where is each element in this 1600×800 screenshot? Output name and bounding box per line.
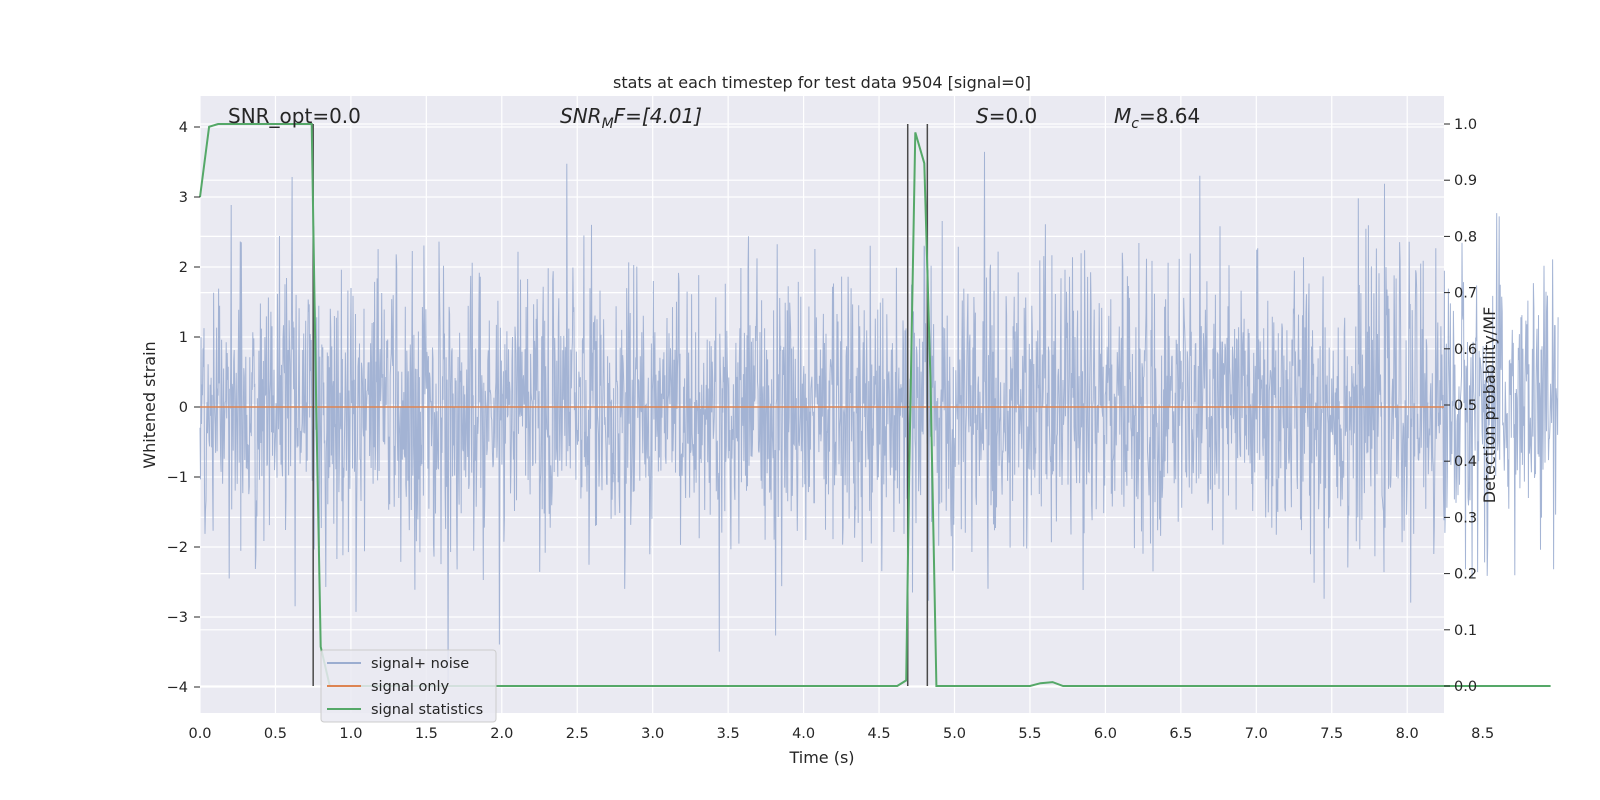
left-y-tick-label: −3 [167,610,188,626]
right-y-tick-label: 0.6 [1454,342,1477,358]
x-axis-ticks: 0.0 0.5 1.0 1.5 2.0 2.5 3.0 3.5 4.0 4.5 5.0 5.5 6.0 6… [188,726,1494,742]
mc-base: M [1114,104,1131,128]
left-y-axis-ticks: 4 3 2 1 0 −1 −2 −3 −4 [167,120,200,696]
right-y-axis-label: Detection probability/MF [1480,307,1499,504]
left-y-tick-label: 3 [179,190,188,206]
snr-mf-sub: M [602,116,614,132]
right-y-axis-ticks: 1.0 0.9 0.8 0.7 0.6 0.5 0.4 0.3 0.2 0.1 0.0 [1444,117,1477,695]
right-y-tick-label: 0.2 [1454,567,1477,583]
annotation-s: S=0.0 [976,104,1037,128]
left-y-tick-label: 2 [179,260,188,276]
right-y-tick-label: 0.7 [1454,286,1477,302]
x-tick-label: 7.5 [1320,726,1343,742]
right-y-tick-label: 0.3 [1454,510,1477,526]
x-tick-label: 6.0 [1094,726,1117,742]
left-y-axis-label: Whitened strain [140,341,159,468]
left-y-tick-label: 4 [179,120,188,136]
legend: signal+ noise signal only signal statist… [320,649,497,723]
snr-mf-base: SNR [560,104,602,128]
x-tick-label: 2.0 [490,726,513,742]
signal-noise-series [199,151,1559,688]
left-y-tick-label: 0 [179,400,188,416]
x-tick-label: 5.0 [943,726,966,742]
left-y-tick-label: −4 [167,680,188,696]
legend-label-signal-only: signal only [371,679,450,695]
x-tick-label: 1.0 [339,726,362,742]
snr-mf-rest: F=[4.01] [614,104,702,128]
right-y-tick-label: 0.1 [1454,623,1477,639]
right-y-tick-label: 0.8 [1454,229,1477,245]
x-tick-label: 8.0 [1396,726,1419,742]
right-y-tick-label: 0.9 [1454,173,1477,189]
legend-box [320,649,497,723]
x-tick-label: 4.0 [792,726,815,742]
s-rest: =0.0 [989,104,1038,128]
x-tick-label: 7.0 [1245,726,1268,742]
signal-noise-waveform [199,151,1559,688]
x-tick-label: 0.5 [264,726,287,742]
left-y-tick-label: 1 [179,330,188,346]
annotation-snr-opt: SNR_opt=0.0 [228,104,361,128]
left-y-tick-label: −1 [167,470,188,486]
annotation-mc: Mc=8.64 [1114,104,1200,132]
x-tick-label: 3.5 [717,726,740,742]
legend-label-signal-statistics: signal statistics [371,702,483,718]
mc-rest: =8.64 [1139,104,1200,128]
x-tick-label: 1.5 [415,726,438,742]
x-tick-label: 0.0 [188,726,211,742]
x-tick-label: 5.5 [1018,726,1041,742]
x-tick-label: 2.5 [566,726,589,742]
legend-label-signal-noise: signal+ noise [371,656,469,672]
x-tick-label: 8.5 [1471,726,1494,742]
annotation-snr-mf: SNRMF=[4.01] [560,104,702,132]
left-y-tick-label: −2 [167,540,188,556]
right-y-tick-label: 0.0 [1454,679,1477,695]
right-y-tick-label: 0.5 [1454,398,1477,414]
right-y-tick-label: 0.4 [1454,454,1477,470]
x-tick-label: 4.5 [868,726,891,742]
chart-title: stats at each timestep for test data 950… [613,73,1031,92]
x-tick-label: 3.0 [641,726,664,742]
x-axis-label: Time (s) [788,748,854,767]
signal-statistics-series [199,123,1551,687]
x-tick-label: 6.5 [1169,726,1192,742]
right-y-tick-label: 1.0 [1454,117,1477,133]
mc-sub: c [1131,116,1139,132]
s-var: S [976,104,989,128]
